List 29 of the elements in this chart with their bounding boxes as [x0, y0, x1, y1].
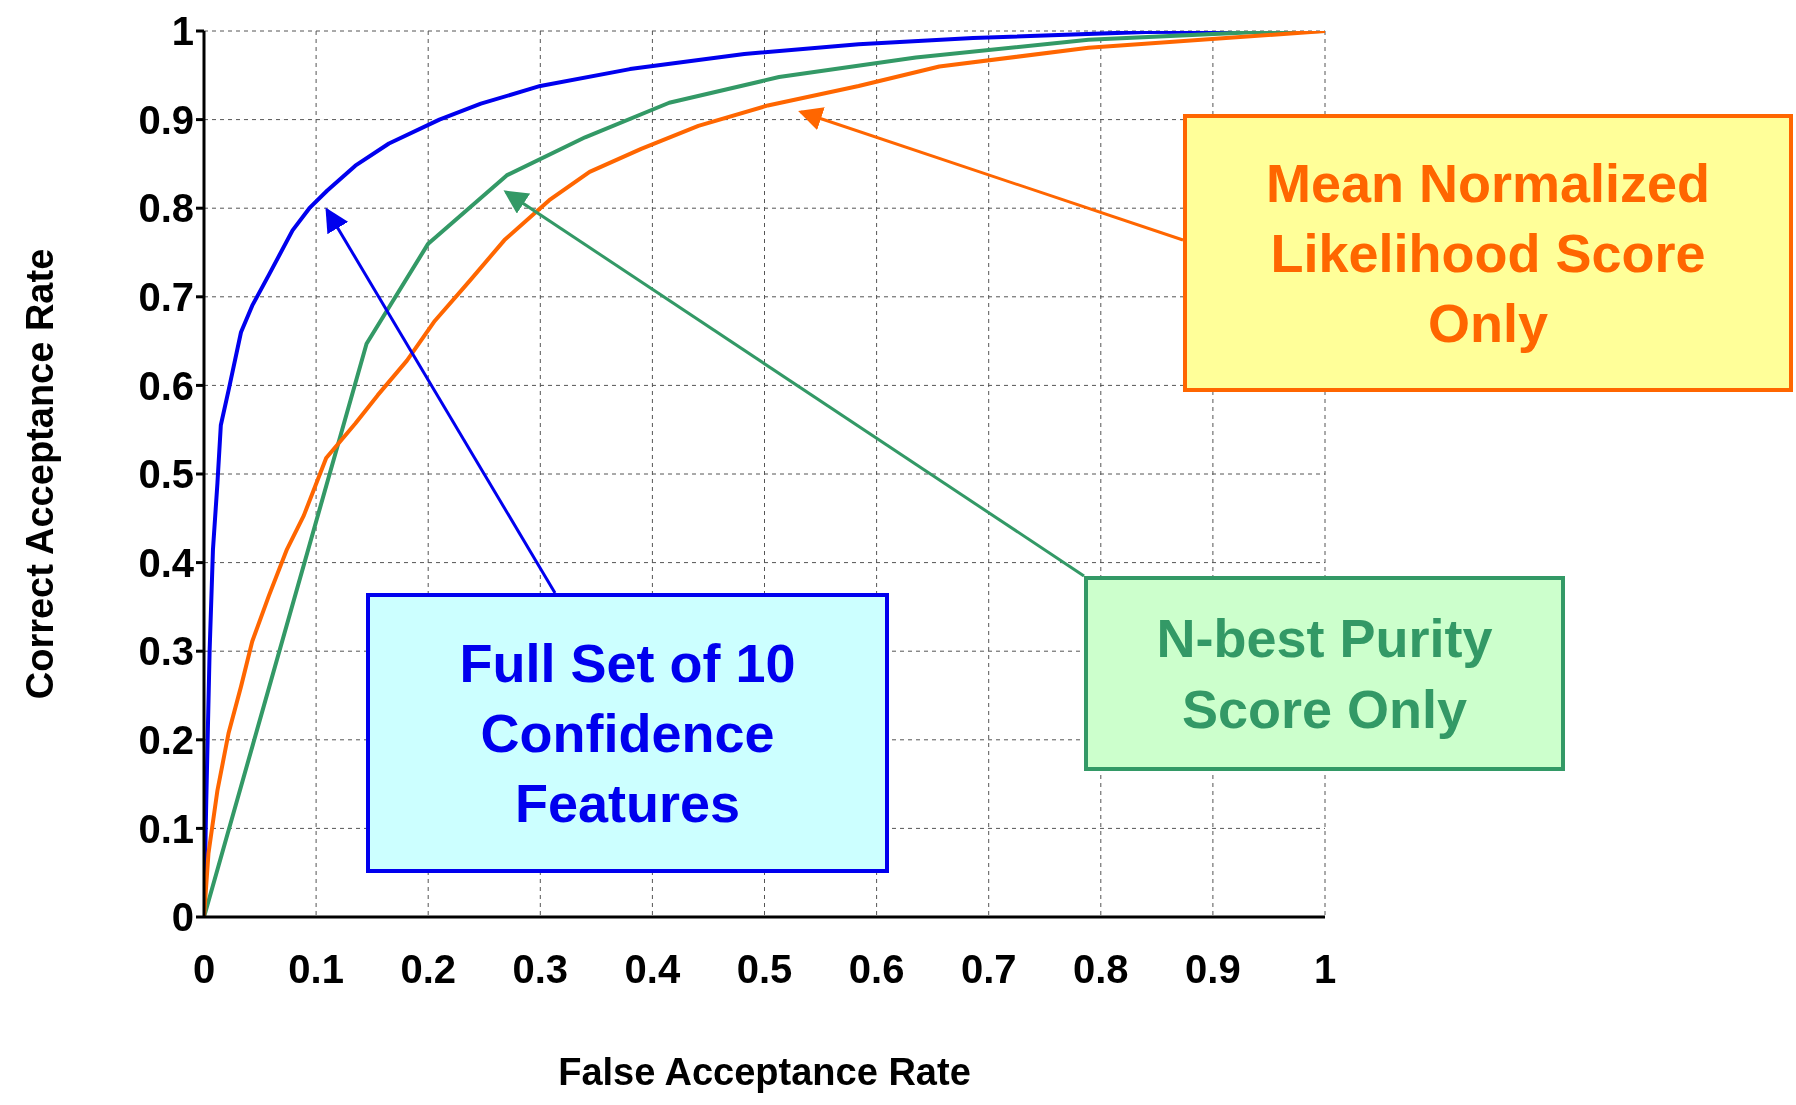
y-tick-label: 0.4 [138, 540, 195, 585]
y-tick-label: 0 [171, 895, 194, 940]
callout-box: N-best Purity Score Only [1084, 576, 1565, 771]
x-tick-label: 0.5 [736, 947, 793, 992]
x-tick-label: 0.2 [400, 947, 456, 992]
y-tick-label: 0.5 [138, 452, 194, 497]
x-tick-label: 0.1 [288, 947, 344, 992]
x-axis-title: False Acceptance Rate [558, 1051, 971, 1093]
x-tick-label: 1 [1313, 947, 1337, 992]
x-tick-label: 0.4 [624, 947, 681, 992]
annotation: Mean Normalized Likelihood Score Only [1264, 151, 1712, 356]
callout-box: Full Set of 10 Confidence Features [366, 593, 889, 873]
y-tick-label: 0.1 [138, 806, 194, 851]
y-tick-label: 0.7 [138, 275, 194, 319]
annotation: N-best Purity Score Only [1155, 607, 1494, 741]
y-tick-label: 1 [171, 9, 194, 54]
y-axis-title: Correct Acceptance Rate [19, 248, 62, 700]
y-tick-label: 0.6 [138, 363, 194, 408]
y-tick-label: 0.8 [138, 186, 194, 231]
callout-box: Mean Normalized Likelihood Score Only [1183, 114, 1793, 392]
x-tick-label: 0.8 [1073, 947, 1129, 992]
annotation: Full Set of 10 Confidence Features [458, 631, 797, 836]
x-tick-label: 0.7 [960, 947, 1017, 992]
y-tick-label: 0.3 [138, 629, 194, 674]
y-tick-label: 0.2 [138, 718, 194, 762]
x-tick-label: 0.3 [512, 947, 569, 992]
x-tick-label: 0.6 [848, 947, 905, 992]
y-tick-label: 0.9 [138, 97, 194, 142]
x-tick-label: 0.9 [1185, 947, 1241, 992]
